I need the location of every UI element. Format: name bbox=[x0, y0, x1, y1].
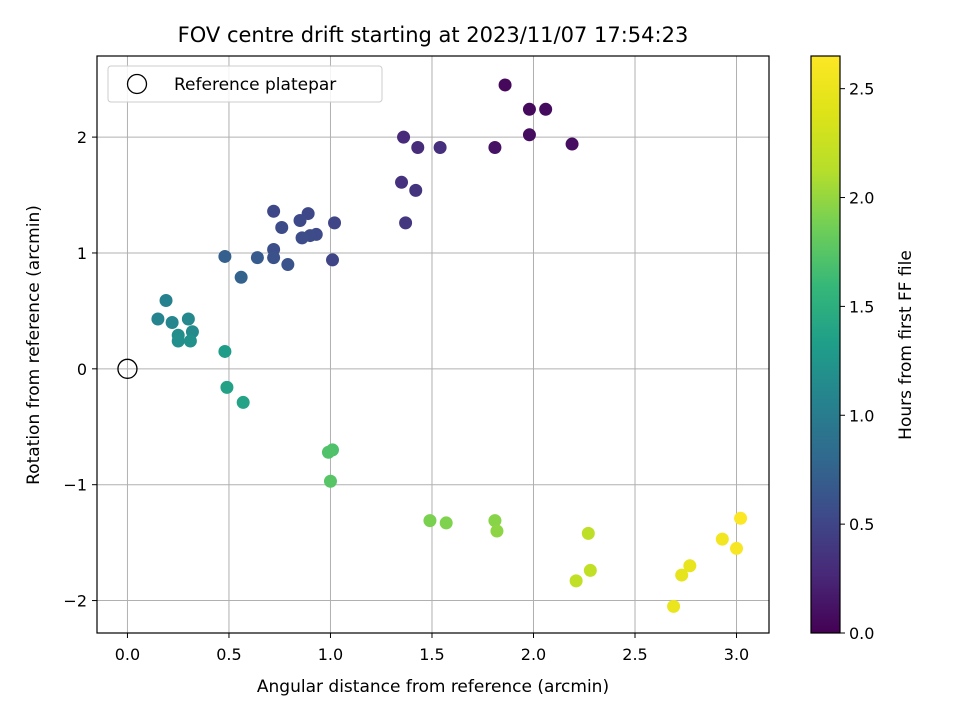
data-point bbox=[250, 251, 264, 265]
colorbar-tick-label: 2.5 bbox=[849, 80, 874, 99]
data-point bbox=[323, 474, 337, 488]
reference-platepar-marker bbox=[117, 358, 138, 379]
data-point bbox=[267, 204, 281, 218]
data-point bbox=[293, 214, 307, 228]
data-point bbox=[399, 216, 413, 230]
legend: Reference platepar bbox=[107, 65, 383, 103]
x-tick-label: 3.0 bbox=[724, 645, 749, 664]
x-axis-label: Angular distance from reference (arcmin) bbox=[257, 677, 609, 697]
plot-frame bbox=[96, 55, 770, 634]
chart-title: FOV centre drift starting at 2023/11/07 … bbox=[178, 23, 689, 47]
data-point bbox=[234, 270, 248, 284]
colorbar-tick-label: 1.5 bbox=[849, 297, 874, 316]
colorbar-label: Hours from first FF file bbox=[896, 250, 916, 440]
data-point bbox=[151, 312, 165, 326]
legend-marker-icon bbox=[126, 73, 148, 95]
grid-lines bbox=[97, 56, 769, 633]
x-tick-label: 2.5 bbox=[622, 645, 647, 664]
data-point bbox=[409, 183, 423, 197]
data-point bbox=[581, 526, 595, 540]
data-point bbox=[683, 559, 697, 573]
data-point bbox=[183, 334, 197, 348]
x-tick-label: 0.5 bbox=[216, 645, 241, 664]
y-axis-ticks: −2 −1 0 1 2 bbox=[63, 128, 97, 611]
y-tick-label: 2 bbox=[77, 128, 87, 147]
legend-label: Reference platepar bbox=[174, 75, 336, 95]
data-point bbox=[395, 175, 409, 189]
data-point bbox=[522, 128, 536, 142]
data-point bbox=[281, 258, 295, 272]
y-axis-label: Rotation from reference (arcmin) bbox=[24, 205, 44, 485]
data-point bbox=[267, 251, 281, 265]
colorbar-frame bbox=[810, 55, 841, 634]
x-tick-label: 1.5 bbox=[419, 645, 444, 664]
colorbar-tick-label: 1.0 bbox=[849, 406, 874, 425]
data-point bbox=[181, 312, 195, 326]
data-point bbox=[569, 574, 583, 588]
data-point bbox=[488, 514, 502, 528]
data-point bbox=[326, 253, 340, 267]
data-points bbox=[151, 78, 748, 613]
data-point bbox=[218, 344, 232, 358]
data-point bbox=[498, 78, 512, 92]
x-tick-label: 2.0 bbox=[521, 645, 546, 664]
data-point bbox=[490, 524, 504, 538]
colorbar-ticks: 0.0 0.5 1.0 1.5 2.0 2.5 bbox=[840, 80, 874, 643]
data-point bbox=[328, 216, 342, 230]
y-tick-label: 1 bbox=[77, 244, 87, 263]
data-point bbox=[220, 380, 234, 394]
data-point bbox=[218, 249, 232, 263]
data-point bbox=[423, 514, 437, 528]
data-point bbox=[539, 102, 553, 116]
data-point bbox=[439, 516, 453, 530]
colorbar-tick-label: 0.0 bbox=[849, 624, 874, 643]
data-point bbox=[236, 395, 250, 409]
data-point bbox=[715, 532, 729, 546]
data-point bbox=[583, 563, 597, 577]
data-point bbox=[411, 141, 425, 155]
legend-box bbox=[107, 65, 383, 103]
data-point bbox=[675, 568, 689, 582]
data-point bbox=[734, 511, 748, 525]
data-point bbox=[522, 102, 536, 116]
data-point bbox=[730, 541, 744, 555]
data-point bbox=[165, 315, 179, 329]
data-point bbox=[565, 137, 579, 151]
x-axis-ticks: 0.0 0.5 1.0 1.5 2.0 2.5 3.0 bbox=[115, 633, 749, 664]
data-point bbox=[275, 220, 289, 234]
data-point bbox=[171, 334, 185, 348]
data-point bbox=[488, 141, 502, 155]
data-point bbox=[321, 445, 335, 459]
y-tick-label: −1 bbox=[63, 476, 87, 495]
data-point bbox=[433, 141, 447, 155]
y-tick-label: −2 bbox=[63, 592, 87, 611]
colorbar: 0.0 0.5 1.0 1.5 2.0 2.5 Hours from first FF f… bbox=[810, 55, 916, 643]
data-point bbox=[667, 599, 681, 613]
data-point bbox=[397, 130, 411, 144]
x-tick-label: 1.0 bbox=[318, 645, 343, 664]
reference-marker-group bbox=[117, 358, 138, 379]
x-tick-label: 0.0 bbox=[115, 645, 140, 664]
data-point bbox=[295, 231, 309, 245]
data-point bbox=[159, 293, 173, 307]
colorbar-tick-label: 0.5 bbox=[849, 515, 874, 534]
colorbar-tick-label: 2.0 bbox=[849, 189, 874, 208]
colorbar-gradient bbox=[811, 56, 840, 633]
y-tick-label: 0 bbox=[77, 360, 87, 379]
